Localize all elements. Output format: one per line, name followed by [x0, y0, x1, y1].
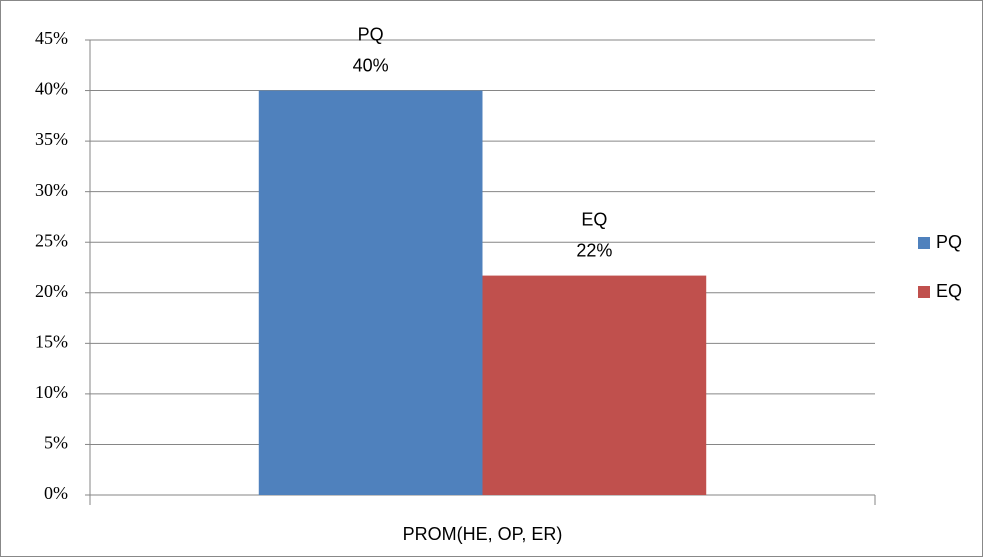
- y-tick-label: 30%: [35, 180, 68, 200]
- x-tick-label: PROM(HE, OP, ER): [403, 524, 563, 544]
- data-label-series: PQ: [358, 24, 384, 44]
- y-tick-label: 35%: [35, 129, 68, 149]
- legend-label: PQ: [936, 232, 962, 252]
- y-tick-label: 10%: [35, 382, 68, 402]
- y-tick-label: 20%: [35, 281, 68, 301]
- data-label-series: EQ: [581, 209, 607, 229]
- y-tick-label: 25%: [35, 230, 68, 250]
- legend-swatch: [918, 286, 930, 298]
- legend-swatch: [918, 237, 930, 249]
- legend-label: EQ: [936, 281, 962, 301]
- y-tick-label: 45%: [35, 28, 68, 48]
- y-tick-label: 5%: [44, 433, 68, 453]
- bar: [482, 275, 707, 495]
- y-tick-label: 40%: [35, 79, 68, 99]
- y-tick-label: 15%: [35, 331, 68, 351]
- data-label: 40%: [353, 55, 389, 75]
- data-label: 22%: [576, 240, 612, 260]
- bar: [258, 90, 483, 496]
- y-tick-label: 0%: [44, 483, 68, 503]
